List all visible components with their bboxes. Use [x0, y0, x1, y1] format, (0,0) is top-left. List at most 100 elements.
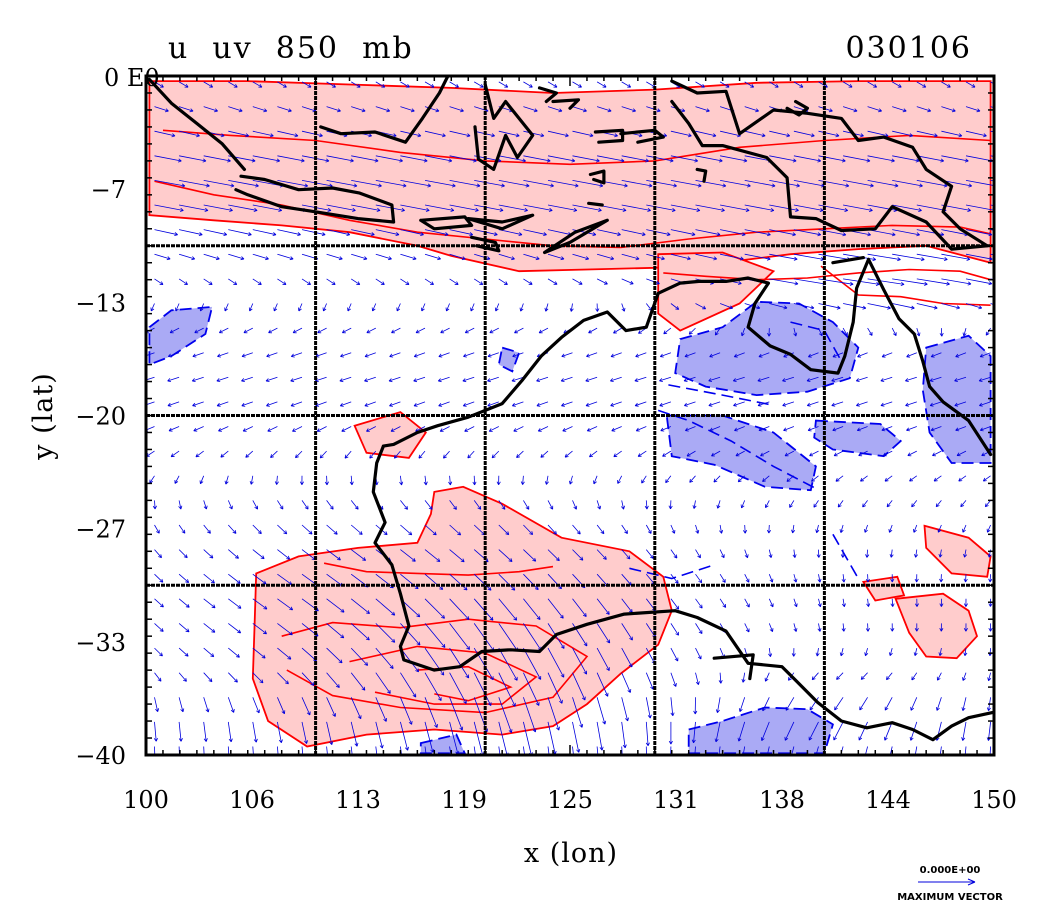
wind-vector-362	[449, 106, 464, 113]
wind-vector-872	[913, 648, 918, 656]
wind-vector-853	[881, 426, 893, 432]
wind-vector-411	[498, 278, 508, 285]
wind-vector-939	[954, 376, 967, 382]
wind-vector-399	[498, 573, 516, 591]
wind-vector-819	[865, 574, 870, 583]
wind-vector-323	[413, 376, 426, 383]
coastline-11	[619, 128, 665, 144]
wind-vector-98	[216, 401, 229, 407]
wind-vector-945	[965, 229, 993, 237]
wind-vector-301	[400, 229, 424, 236]
wind-vector-290	[400, 500, 408, 510]
wind-vector-874	[914, 598, 919, 607]
wind-vector-131	[252, 278, 262, 285]
wind-vector-536	[621, 647, 633, 668]
coastline-6	[466, 213, 535, 231]
wind-vector-32	[178, 647, 189, 657]
wind-vector-534	[621, 697, 629, 722]
coastline-10	[593, 128, 625, 144]
wind-vector-959	[988, 574, 993, 583]
wind-vector-184	[290, 352, 303, 358]
wind-vector-937	[955, 426, 967, 432]
wind-vector-781	[818, 130, 840, 138]
wind-vector-78	[203, 204, 233, 212]
wind-vector-746	[793, 303, 815, 310]
wind-vector-482	[572, 598, 587, 617]
wind-vector-59	[203, 672, 213, 683]
wind-vector-439	[523, 278, 533, 285]
wind-vector-121	[252, 524, 262, 535]
wind-vector-758	[809, 697, 819, 711]
wind-vector-556	[621, 155, 649, 163]
wind-vector-351	[437, 376, 450, 383]
wind-vector-593	[670, 623, 679, 636]
wind-vector-717	[767, 328, 772, 337]
wind-vector-728	[791, 746, 795, 755]
wind-vector-686	[733, 401, 745, 407]
wind-vector-854	[880, 401, 893, 407]
wind-vector-215	[326, 278, 336, 285]
wind-vector-641	[695, 130, 717, 138]
wind-vector-328	[424, 253, 441, 261]
wind-vector-344	[449, 549, 465, 563]
wind-vector-34	[178, 598, 190, 608]
wind-vector-370	[473, 598, 494, 621]
wind-vector-932	[963, 549, 968, 558]
wind-vector-888	[916, 253, 948, 261]
wind-vector-926	[961, 697, 967, 711]
wind-vector-902	[939, 598, 944, 607]
wind-vector-417	[498, 130, 520, 138]
wind-vector-621	[695, 623, 703, 635]
wind-vector-582	[646, 204, 676, 212]
wind-vector-796	[833, 450, 844, 457]
wind-vector-618	[693, 697, 698, 715]
wind-vector-326	[421, 303, 426, 312]
x-tick-label: 125	[547, 786, 593, 814]
wind-vector-862	[892, 204, 922, 212]
wind-vector-574	[634, 401, 647, 407]
wind-vector-604	[659, 352, 672, 358]
wind-vector-437	[514, 327, 524, 334]
wind-vector-867	[891, 81, 902, 88]
wind-vector-550	[621, 303, 626, 312]
wind-vector-60	[203, 647, 215, 658]
wind-vector-242	[347, 303, 352, 312]
wind-vector-846	[890, 598, 895, 607]
wind-vector-596	[670, 549, 678, 559]
wind-vector-969	[985, 327, 991, 336]
wind-vector-452	[547, 647, 565, 678]
wind-vector-208	[319, 450, 327, 459]
wind-vector-256	[375, 647, 394, 669]
wind-vector-357	[449, 229, 474, 236]
wind-vector-165	[277, 130, 299, 138]
wind-vector-395	[498, 672, 516, 707]
wind-vector-375	[472, 475, 477, 486]
wind-vector-938	[954, 401, 967, 407]
wind-vector-836	[867, 155, 895, 163]
wind-vector-844	[888, 647, 893, 656]
wind-vector-272	[375, 253, 392, 261]
chart-title: u uv 850 mb	[168, 31, 414, 66]
wind-vector-559	[621, 81, 632, 88]
wind-vector-524	[596, 253, 615, 261]
wind-vector-179	[299, 475, 304, 485]
wind-vector-218	[326, 204, 356, 212]
wind-vector-180	[295, 450, 303, 459]
wind-vector-160	[277, 253, 294, 261]
wind-vector-74	[199, 303, 205, 312]
y-tick-label: −13	[75, 289, 126, 317]
wind-vector-356	[449, 253, 466, 261]
wind-vector-729	[784, 721, 795, 741]
wind-vector-21	[154, 229, 178, 236]
wind-vector-273	[375, 229, 400, 236]
wind-vector-407	[487, 376, 499, 383]
wind-vector-436	[512, 352, 524, 358]
wind-vector-274	[375, 204, 405, 212]
wind-vector-929	[963, 623, 968, 632]
wind-vector-442	[523, 204, 553, 212]
wind-vector-725	[769, 130, 791, 138]
wind-vector-236	[344, 450, 352, 459]
wind-vector-901	[939, 623, 944, 632]
wind-vector-207	[324, 475, 329, 486]
wind-vector-699	[744, 81, 755, 88]
